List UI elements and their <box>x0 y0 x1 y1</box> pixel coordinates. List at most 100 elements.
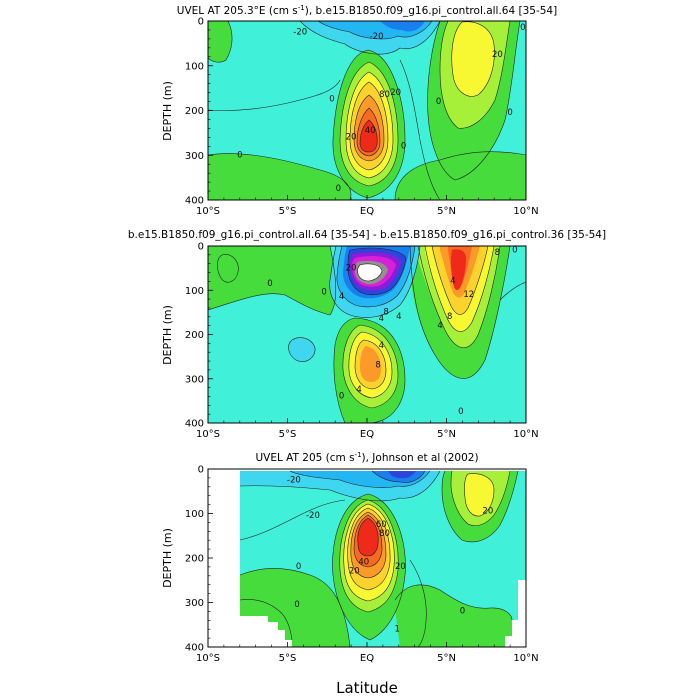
x-tick-label: 10°S <box>196 206 220 217</box>
contour-line <box>417 246 501 348</box>
contour-line <box>464 473 495 517</box>
contour-label: 4 <box>379 314 384 324</box>
positive-region <box>208 246 336 315</box>
y-tick-label: 200 <box>185 106 204 117</box>
positive-region <box>395 584 512 647</box>
contour-line <box>239 470 441 502</box>
contour-line <box>239 499 346 541</box>
x-tick-label: 5°S <box>279 429 297 440</box>
negative-region <box>380 21 425 32</box>
y-tick-label: 400 <box>185 643 204 654</box>
contour-line <box>356 107 381 157</box>
contour-label: 0 <box>329 95 334 105</box>
contour-line <box>431 246 489 315</box>
contour-line <box>499 281 526 301</box>
panel-1-contours <box>208 21 526 200</box>
contour-label: 20 <box>346 263 357 273</box>
jet-core <box>360 120 378 152</box>
contour-label: 80 <box>379 529 390 539</box>
contour-label: 4 <box>379 341 384 351</box>
negative-region <box>388 471 416 479</box>
contour-label: 0 <box>436 97 441 107</box>
x-tick-label: 5°S <box>279 653 297 664</box>
contour-label: 0 <box>520 23 525 33</box>
contour-line <box>439 21 511 129</box>
contour-label: 4 <box>356 385 361 395</box>
contour-line <box>353 514 383 568</box>
contour-label: 60 <box>376 520 387 530</box>
x-tick-label: 10°S <box>196 429 220 440</box>
contour-label: 20 <box>492 50 503 60</box>
panel-3-ylabel: DEPTH (m) <box>161 528 174 588</box>
contour-label: 0 <box>321 288 326 298</box>
contour-label: 0 <box>507 108 512 118</box>
contour-label: 20 <box>349 567 360 577</box>
x-tick-label: EQ <box>360 429 374 440</box>
y-tick-label: 100 <box>185 286 204 297</box>
x-tick-label: 5°N <box>437 206 456 217</box>
contour-line <box>299 21 441 55</box>
contour-line <box>424 246 495 332</box>
positive-region <box>208 153 351 200</box>
panel-2: b.e15.B1850.f09_g16.pi_control.all.64 [3… <box>128 229 606 440</box>
contour-line <box>208 79 341 111</box>
contour-line <box>349 81 389 171</box>
positive-region <box>208 21 233 63</box>
contour-label: 40 <box>365 126 376 136</box>
y-tick-label: 400 <box>185 196 204 207</box>
panel-3-contours <box>208 469 526 647</box>
contour-line <box>208 246 337 316</box>
jet-core <box>357 518 379 556</box>
y-tick-label: 100 <box>185 509 204 520</box>
contour-label: -20 <box>287 475 301 485</box>
contour-line <box>332 493 406 641</box>
contour-line <box>348 331 393 399</box>
contour-line <box>342 324 399 409</box>
contour-line <box>339 61 399 187</box>
x-tick-label: EQ <box>360 653 374 664</box>
contour-label: 0 <box>339 392 344 402</box>
panel-2-title: b.e15.B1850.f09_g16.pi_control.all.64 [3… <box>128 229 606 241</box>
contour-line <box>451 21 495 97</box>
contour-label: 8 <box>383 308 388 318</box>
y-tick-label: 0 <box>198 242 204 253</box>
contour-line <box>350 511 387 579</box>
x-tick-label: 10°N <box>513 206 538 217</box>
contour-label: 40 <box>358 558 369 568</box>
panel-1: UVEL AT 205.3°E (cm s-1), b.e15.B1850.f0… <box>161 4 557 217</box>
positive-region <box>450 249 466 290</box>
contour-label: 4 <box>437 321 442 331</box>
x-tick-label: 10°N <box>513 429 538 440</box>
y-tick-label: 300 <box>185 151 204 162</box>
contour-line <box>208 153 352 200</box>
y-tick-label: 300 <box>185 374 204 385</box>
panel-2-contours <box>208 246 526 423</box>
contour-line <box>441 470 519 543</box>
contour-label: 20 <box>346 133 357 143</box>
x-tick-label: 10°S <box>196 653 220 664</box>
contour-label: 0 <box>336 184 341 194</box>
x-tick-label: 5°N <box>437 429 456 440</box>
contour-label: 12 <box>463 290 474 300</box>
contour-label: 0 <box>296 562 301 572</box>
positive-region <box>451 21 495 97</box>
panel-3-title: UVEL AT 205 (cm s-1), Johnson et al (200… <box>255 451 478 464</box>
x-tick-label: 5°S <box>279 206 297 217</box>
positive-region <box>464 473 494 517</box>
contour-label: 0 <box>401 142 406 152</box>
contour-line <box>354 339 387 390</box>
contour-label: 20 <box>482 507 493 517</box>
contour-label: -20 <box>293 27 307 37</box>
contour-line <box>332 49 406 199</box>
y-tick-label: 100 <box>185 61 204 72</box>
contour-label: 4 <box>450 277 455 287</box>
positive-region <box>240 568 350 647</box>
contour-label: 0 <box>294 600 299 610</box>
contour-label: 8 <box>495 248 500 258</box>
contour-label: -20 <box>370 32 384 42</box>
